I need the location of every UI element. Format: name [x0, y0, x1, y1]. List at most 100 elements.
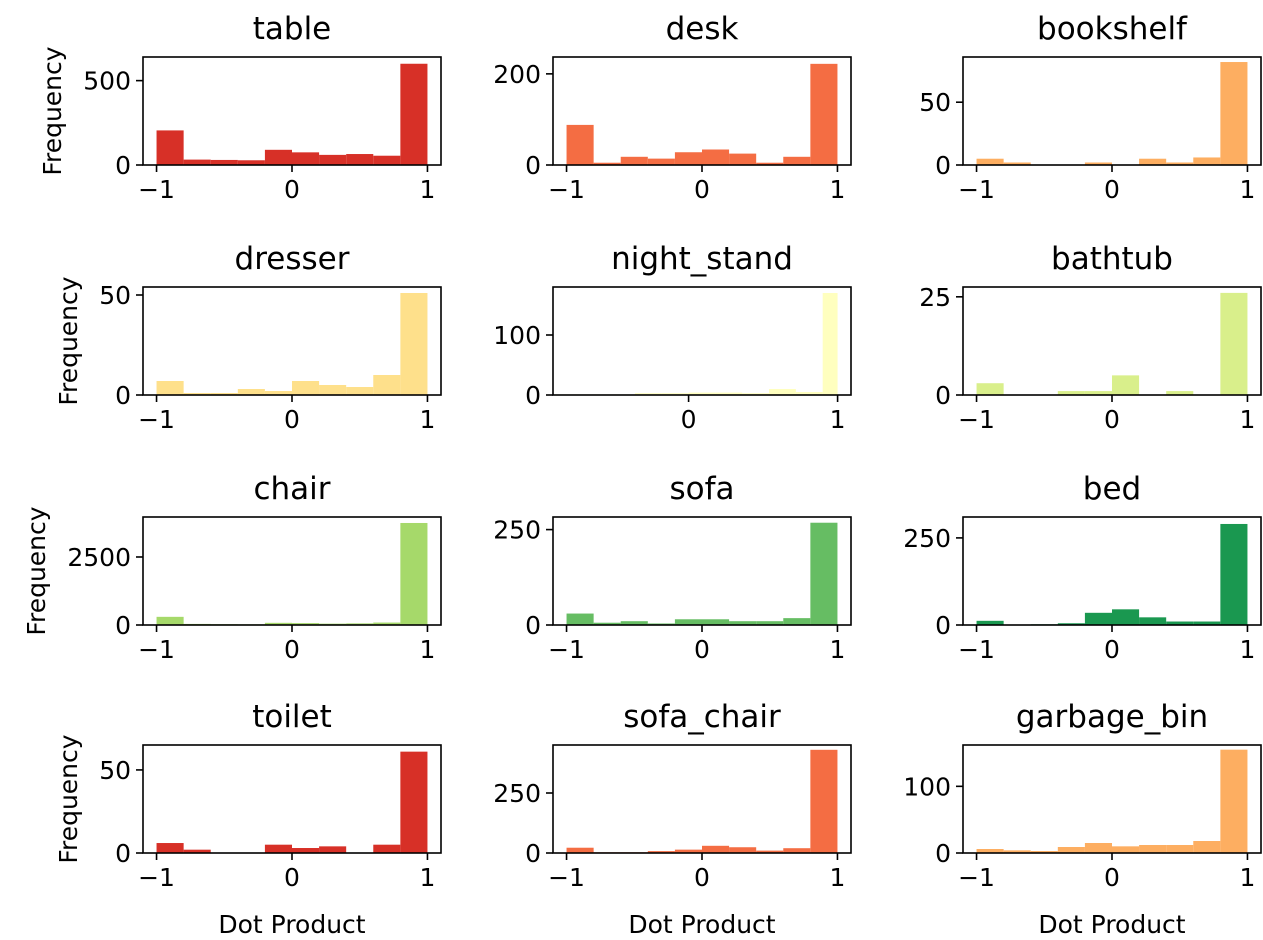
subplot-title: dresser — [235, 241, 350, 277]
histogram-bar — [742, 393, 770, 395]
histogram-bar — [810, 749, 838, 853]
axes-frame — [962, 744, 1262, 854]
histogram-bar — [976, 620, 1004, 625]
histogram-bar — [1003, 162, 1031, 165]
histogram-bar — [1112, 846, 1140, 853]
y-tick-label: 0 — [525, 839, 541, 868]
histogram-bar — [319, 154, 347, 165]
histogram-bar — [210, 159, 238, 165]
y-tick-label: 0 — [115, 611, 131, 640]
subplot-title: garbage_bin — [1016, 699, 1208, 735]
x-axis-label: Dot Product — [628, 910, 775, 939]
y-tick-label: 100 — [493, 321, 541, 350]
y-tick-label: 0 — [115, 839, 131, 868]
histogram-bar — [183, 159, 211, 165]
histogram-bar — [783, 618, 811, 625]
axes-frame — [552, 744, 852, 854]
x-tick-label: 0 — [1104, 635, 1120, 664]
histogram-bar — [1166, 845, 1194, 853]
histogram-bar — [976, 158, 1004, 165]
x-tick-label: 0 — [681, 405, 697, 434]
x-tick-label: 1 — [830, 635, 846, 664]
x-tick-label: 0 — [284, 405, 300, 434]
histogram-bar — [620, 621, 648, 625]
histogram-bar — [593, 622, 621, 625]
histogram-bar — [1084, 162, 1112, 165]
histogram-bar — [795, 392, 823, 395]
histogram-bar — [1057, 623, 1085, 625]
histogram-bar — [566, 847, 594, 853]
subplot-title: bathtub — [1051, 241, 1173, 277]
histogram-bar — [756, 162, 784, 165]
histogram-bar — [1084, 612, 1112, 625]
x-tick-label: 0 — [694, 635, 710, 664]
histogram-bar — [1057, 391, 1085, 395]
x-tick-label: 1 — [420, 635, 436, 664]
y-tick-label: 0 — [525, 381, 541, 410]
x-tick-label: −1 — [958, 175, 995, 204]
histogram-bar — [1193, 621, 1221, 625]
histogram-bar — [769, 389, 796, 395]
subplot-title: bookshelf — [1037, 11, 1188, 47]
x-tick-label: −1 — [958, 635, 995, 664]
y-tick-label: 50 — [919, 88, 951, 117]
histogram-bar — [810, 63, 838, 165]
histogram-bar — [156, 381, 184, 395]
x-axis-label: Dot Product — [1038, 910, 1185, 939]
y-tick-label: 0 — [525, 611, 541, 640]
histogram-bar — [264, 844, 292, 853]
histogram-bar — [729, 153, 757, 165]
x-tick-label: −1 — [138, 635, 175, 664]
histogram-bar — [156, 616, 184, 625]
axes-frame — [552, 286, 852, 396]
histogram-bar — [1139, 158, 1167, 165]
histogram-bar — [729, 847, 757, 853]
histogram-bar — [783, 156, 811, 165]
histogram-bar — [346, 154, 374, 165]
x-tick-label: −1 — [548, 175, 585, 204]
histogram-bar — [373, 375, 401, 395]
x-axis-label: Dot Product — [218, 910, 365, 939]
y-tick-label: 0 — [115, 381, 131, 410]
histogram-bar — [976, 849, 1004, 853]
x-tick-label: −1 — [138, 863, 175, 892]
x-tick-label: 1 — [420, 405, 436, 434]
y-tick-label: 100 — [903, 772, 951, 801]
axes-frame — [552, 516, 852, 626]
histogram-bar — [566, 613, 594, 625]
histogram-bar — [756, 850, 784, 853]
subplot-title: desk — [666, 11, 739, 47]
x-tick-label: 1 — [1240, 175, 1256, 204]
histogram-bar — [400, 751, 428, 853]
histogram-bar — [566, 124, 594, 165]
histogram-bar — [1220, 292, 1248, 395]
x-tick-label: 0 — [1104, 405, 1120, 434]
histogram-bar — [183, 849, 211, 853]
histogram-bar — [674, 619, 702, 625]
subplot-title: toilet — [252, 699, 332, 735]
y-tick-label: 0 — [115, 151, 131, 180]
x-tick-label: 1 — [830, 405, 846, 434]
y-tick-label: 2500 — [67, 543, 131, 572]
histogram-bar — [1030, 851, 1058, 853]
y-tick-label: 250 — [903, 524, 951, 553]
histogram-bar — [674, 849, 702, 853]
histogram-bar — [1193, 841, 1221, 853]
histogram-bar — [156, 130, 184, 165]
histogram-bar — [237, 389, 265, 395]
histogram-bar — [373, 622, 401, 625]
x-tick-label: −1 — [548, 635, 585, 664]
x-tick-label: 1 — [830, 175, 846, 204]
histogram-bar — [264, 149, 292, 165]
subplot-title: night_stand — [611, 241, 793, 277]
histogram-bar — [400, 293, 428, 395]
y-axis-label: Frequency — [22, 506, 51, 635]
histogram-bar — [1166, 621, 1194, 625]
histogram-bar — [1166, 162, 1194, 165]
histogram-bar — [1220, 62, 1248, 165]
